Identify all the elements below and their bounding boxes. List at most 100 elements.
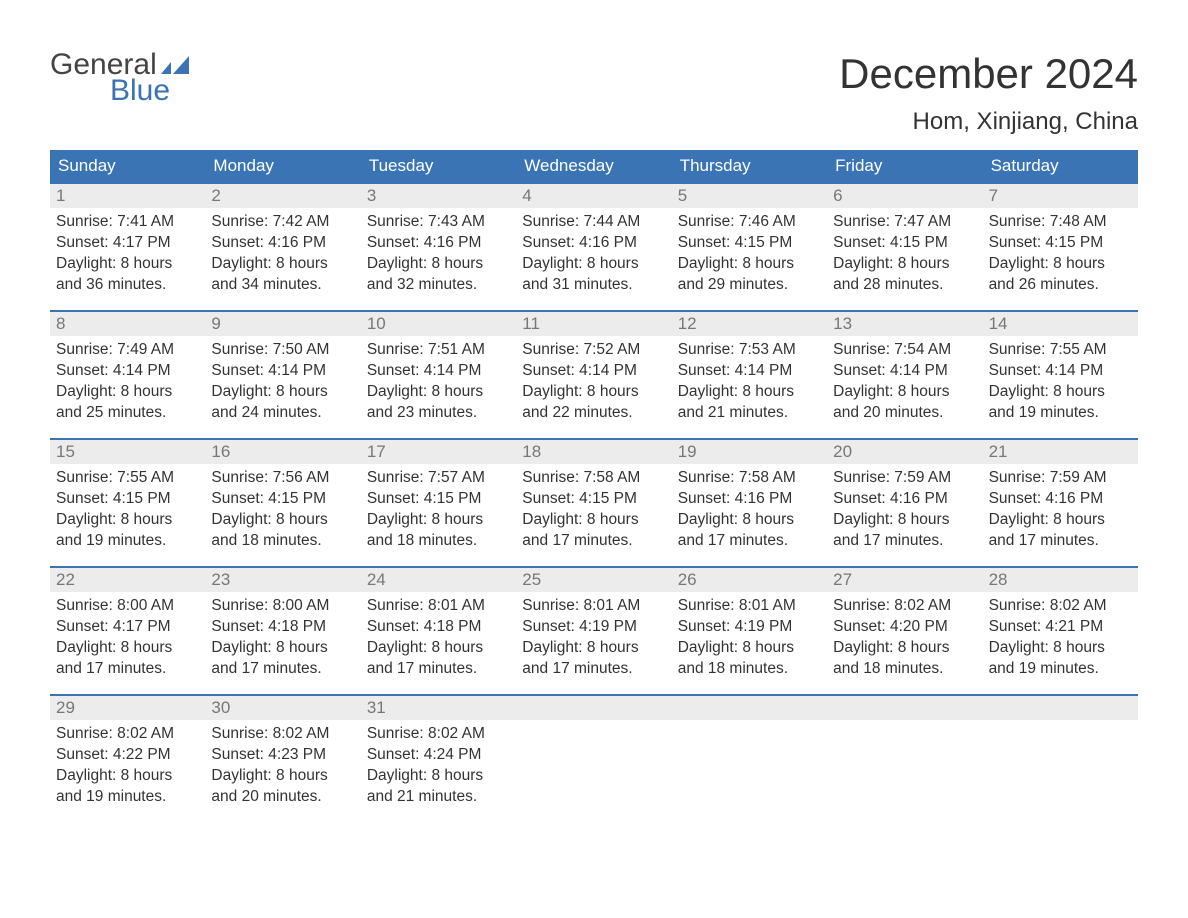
page-title: December 2024 <box>839 50 1138 98</box>
sunset-line: Sunset: 4:14 PM <box>56 361 199 382</box>
day-cell: 25Sunrise: 8:01 AMSunset: 4:19 PMDayligh… <box>516 568 671 694</box>
sunset-line: Sunset: 4:16 PM <box>367 233 510 254</box>
daylight-line: Daylight: 8 hours and 17 minutes. <box>56 638 199 680</box>
sunset-line: Sunset: 4:15 PM <box>211 489 354 510</box>
sunrise-line: Sunrise: 7:59 AM <box>833 468 976 489</box>
daylight-line: Daylight: 8 hours and 21 minutes. <box>367 766 510 808</box>
daylight-line: Daylight: 8 hours and 19 minutes. <box>56 766 199 808</box>
sunset-line: Sunset: 4:15 PM <box>989 233 1132 254</box>
day-body: Sunrise: 7:55 AMSunset: 4:14 PMDaylight:… <box>983 336 1138 430</box>
day-body: Sunrise: 7:48 AMSunset: 4:15 PMDaylight:… <box>983 208 1138 302</box>
day-number <box>672 696 827 720</box>
sunset-line: Sunset: 4:15 PM <box>367 489 510 510</box>
day-number: 27 <box>827 568 982 592</box>
day-cell <box>983 696 1138 822</box>
sunrise-line: Sunrise: 7:59 AM <box>989 468 1132 489</box>
sunset-line: Sunset: 4:15 PM <box>678 233 821 254</box>
day-number: 2 <box>205 184 360 208</box>
daylight-line: Daylight: 8 hours and 18 minutes. <box>211 510 354 552</box>
day-number: 30 <box>205 696 360 720</box>
day-body: Sunrise: 8:01 AMSunset: 4:19 PMDaylight:… <box>516 592 671 686</box>
day-cell: 26Sunrise: 8:01 AMSunset: 4:19 PMDayligh… <box>672 568 827 694</box>
dow-cell: Tuesday <box>361 150 516 182</box>
daylight-line: Daylight: 8 hours and 17 minutes. <box>833 510 976 552</box>
header: General Blue December 2024 Hom, Xinjiang… <box>50 50 1138 144</box>
sunrise-line: Sunrise: 7:58 AM <box>522 468 665 489</box>
sunset-line: Sunset: 4:24 PM <box>367 745 510 766</box>
day-number: 13 <box>827 312 982 336</box>
daylight-line: Daylight: 8 hours and 17 minutes. <box>989 510 1132 552</box>
daylight-line: Daylight: 8 hours and 20 minutes. <box>833 382 976 424</box>
sunset-line: Sunset: 4:16 PM <box>211 233 354 254</box>
daylight-line: Daylight: 8 hours and 36 minutes. <box>56 254 199 296</box>
day-cell: 22Sunrise: 8:00 AMSunset: 4:17 PMDayligh… <box>50 568 205 694</box>
day-cell <box>827 696 982 822</box>
sunrise-line: Sunrise: 8:02 AM <box>211 724 354 745</box>
daylight-line: Daylight: 8 hours and 18 minutes. <box>678 638 821 680</box>
sunrise-line: Sunrise: 8:02 AM <box>367 724 510 745</box>
daylight-line: Daylight: 8 hours and 19 minutes. <box>56 510 199 552</box>
day-number: 31 <box>361 696 516 720</box>
sunset-line: Sunset: 4:17 PM <box>56 233 199 254</box>
weeks-container: 1Sunrise: 7:41 AMSunset: 4:17 PMDaylight… <box>50 182 1138 822</box>
day-number: 25 <box>516 568 671 592</box>
sunset-line: Sunset: 4:16 PM <box>833 489 976 510</box>
sunset-line: Sunset: 4:14 PM <box>211 361 354 382</box>
day-cell: 15Sunrise: 7:55 AMSunset: 4:15 PMDayligh… <box>50 440 205 566</box>
day-number: 20 <box>827 440 982 464</box>
day-of-week-header: SundayMondayTuesdayWednesdayThursdayFrid… <box>50 150 1138 182</box>
day-cell: 7Sunrise: 7:48 AMSunset: 4:15 PMDaylight… <box>983 184 1138 310</box>
day-number: 18 <box>516 440 671 464</box>
day-body: Sunrise: 7:46 AMSunset: 4:15 PMDaylight:… <box>672 208 827 302</box>
day-cell: 4Sunrise: 7:44 AMSunset: 4:16 PMDaylight… <box>516 184 671 310</box>
day-number: 11 <box>516 312 671 336</box>
daylight-line: Daylight: 8 hours and 32 minutes. <box>367 254 510 296</box>
day-cell: 20 Sunrise: 7:59 AMSunset: 4:16 PMDayligh… <box>827 440 982 566</box>
sunrise-line: Sunrise: 7:43 AM <box>367 212 510 233</box>
day-cell: 21Sunrise: 7:59 AMSunset: 4:16 PMDayligh… <box>983 440 1138 566</box>
day-body: Sunrise: 7:50 AMSunset: 4:14 PMDaylight:… <box>205 336 360 430</box>
day-cell: 9Sunrise: 7:50 AMSunset: 4:14 PMDaylight… <box>205 312 360 438</box>
day-body: Sunrise: 7:54 AMSunset: 4:14 PMDaylight:… <box>827 336 982 430</box>
sunrise-line: Sunrise: 8:01 AM <box>522 596 665 617</box>
daylight-line: Daylight: 8 hours and 20 minutes. <box>211 766 354 808</box>
daylight-line: Daylight: 8 hours and 18 minutes. <box>367 510 510 552</box>
sunrise-line: Sunrise: 7:55 AM <box>56 468 199 489</box>
day-number: 5 <box>672 184 827 208</box>
day-body: Sunrise: 7:42 AMSunset: 4:16 PMDaylight:… <box>205 208 360 302</box>
day-body: Sunrise: 7:51 AMSunset: 4:14 PMDaylight:… <box>361 336 516 430</box>
daylight-line: Daylight: 8 hours and 25 minutes. <box>56 382 199 424</box>
day-cell: 30Sunrise: 8:02 AMSunset: 4:23 PMDayligh… <box>205 696 360 822</box>
sunset-line: Sunset: 4:21 PM <box>989 617 1132 638</box>
day-body: Sunrise: 7:56 AMSunset: 4:15 PMDaylight:… <box>205 464 360 558</box>
day-body <box>516 720 671 730</box>
sunrise-line: Sunrise: 7:48 AM <box>989 212 1132 233</box>
day-cell: 8Sunrise: 7:49 AMSunset: 4:14 PMDaylight… <box>50 312 205 438</box>
sunset-line: Sunset: 4:18 PM <box>211 617 354 638</box>
daylight-line: Daylight: 8 hours and 29 minutes. <box>678 254 821 296</box>
day-number: 22 <box>50 568 205 592</box>
day-cell: 23Sunrise: 8:00 AMSunset: 4:18 PMDayligh… <box>205 568 360 694</box>
day-cell: 2Sunrise: 7:42 AMSunset: 4:16 PMDaylight… <box>205 184 360 310</box>
dow-cell: Friday <box>827 150 982 182</box>
sunset-line: Sunset: 4:20 PM <box>833 617 976 638</box>
sunset-line: Sunset: 4:18 PM <box>367 617 510 638</box>
daylight-line: Daylight: 8 hours and 22 minutes. <box>522 382 665 424</box>
sunset-line: Sunset: 4:19 PM <box>678 617 821 638</box>
sunrise-line: Sunrise: 7:55 AM <box>989 340 1132 361</box>
sunset-line: Sunset: 4:14 PM <box>833 361 976 382</box>
sunrise-line: Sunrise: 7:47 AM <box>833 212 976 233</box>
day-cell: 16Sunrise: 7:56 AMSunset: 4:15 PMDayligh… <box>205 440 360 566</box>
day-cell: 14Sunrise: 7:55 AMSunset: 4:14 PMDayligh… <box>983 312 1138 438</box>
week-row: 29Sunrise: 8:02 AMSunset: 4:22 PMDayligh… <box>50 694 1138 822</box>
sunset-line: Sunset: 4:14 PM <box>989 361 1132 382</box>
day-body: Sunrise: 8:00 AMSunset: 4:17 PMDaylight:… <box>50 592 205 686</box>
daylight-line: Daylight: 8 hours and 18 minutes. <box>833 638 976 680</box>
day-number: 15 <box>50 440 205 464</box>
day-body: Sunrise: 7:57 AMSunset: 4:15 PMDaylight:… <box>361 464 516 558</box>
day-number <box>516 696 671 720</box>
day-body: Sunrise: 7:52 AMSunset: 4:14 PMDaylight:… <box>516 336 671 430</box>
sunrise-line: Sunrise: 8:02 AM <box>56 724 199 745</box>
day-body: Sunrise: 7:41 AMSunset: 4:17 PMDaylight:… <box>50 208 205 302</box>
day-body: Sunrise: 8:00 AMSunset: 4:18 PMDaylight:… <box>205 592 360 686</box>
